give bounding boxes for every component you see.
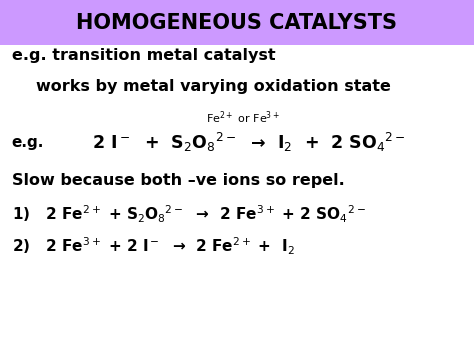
Text: 1)   2 Fe$^{2+}$ + S$_2$O$_8$$^{2-}$  →  2 Fe$^{3+}$ + 2 SO$_4$$^{2-}$: 1) 2 Fe$^{2+}$ + S$_2$O$_8$$^{2-}$ → 2 F… [12, 204, 366, 225]
Text: Fe$^{2+}$ or Fe$^{3+}$: Fe$^{2+}$ or Fe$^{3+}$ [206, 110, 280, 126]
Text: 2)   2 Fe$^{3+}$ + 2 I$^-$  →  2 Fe$^{2+}$ +  I$_2$: 2) 2 Fe$^{3+}$ + 2 I$^-$ → 2 Fe$^{2+}$ +… [12, 236, 295, 257]
Text: HOMOGENEOUS CATALYSTS: HOMOGENEOUS CATALYSTS [76, 12, 398, 33]
Text: e.g. transition metal catalyst: e.g. transition metal catalyst [12, 48, 275, 62]
FancyBboxPatch shape [0, 0, 474, 45]
Text: works by metal varying oxidation state: works by metal varying oxidation state [36, 80, 391, 94]
Text: Slow because both –ve ions so repel.: Slow because both –ve ions so repel. [12, 173, 345, 188]
Text: e.g.: e.g. [12, 135, 44, 150]
Text: 2 I$^-$  +  S$_2$O$_8$$^{2-}$  →  I$_2$  +  2 SO$_4$$^{2-}$: 2 I$^-$ + S$_2$O$_8$$^{2-}$ → I$_2$ + 2 … [92, 131, 406, 154]
